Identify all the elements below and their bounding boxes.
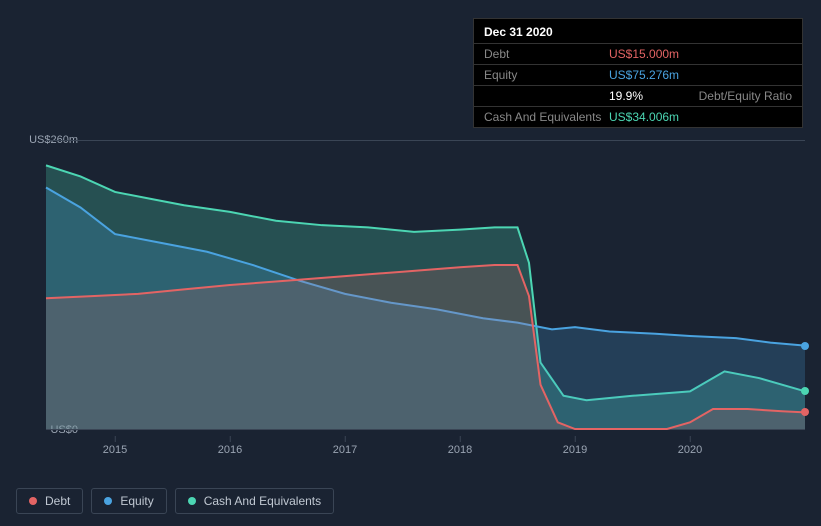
tooltip-value: 19.9% [609, 89, 693, 103]
chart-plot[interactable] [46, 140, 805, 430]
x-axis-tick: 2018 [448, 444, 472, 456]
x-axis-tick: 2017 [333, 444, 357, 456]
legend-label: Debt [45, 494, 70, 508]
tooltip-row: DebtUS$15.000m [474, 43, 802, 64]
x-axis-tick: 2015 [103, 444, 127, 456]
series-end-marker [801, 408, 809, 416]
legend-swatch [29, 497, 37, 505]
tooltip-date: Dec 31 2020 [474, 25, 802, 43]
tooltip-value: US$15.000m [609, 47, 792, 61]
series-end-marker [801, 387, 809, 395]
chart-legend: Debt Equity Cash And Equivalents [16, 488, 334, 514]
tooltip-row: Cash And EquivalentsUS$34.006m [474, 106, 802, 127]
x-axis-tick: 2019 [563, 444, 587, 456]
chart-area: US$260mUS$0 201520162017201820192020 [16, 118, 805, 468]
x-axis: 2015 2016 2017 2018 2019 2020 [46, 436, 805, 466]
legend-label: Cash And Equivalents [204, 494, 321, 508]
tooltip-rows: DebtUS$15.000mEquityUS$75.276m19.9%Debt/… [474, 43, 802, 127]
tooltip-label: Debt [484, 47, 609, 61]
tooltip-value: US$34.006m [609, 110, 792, 124]
x-axis-tick: 2016 [218, 444, 242, 456]
legend-swatch [104, 497, 112, 505]
legend-item[interactable]: Debt [16, 488, 83, 514]
x-axis-tick: 2020 [678, 444, 702, 456]
legend-item[interactable]: Cash And Equivalents [175, 488, 334, 514]
tooltip-row: 19.9% Debt/Equity Ratio [474, 85, 802, 106]
series-end-marker [801, 342, 809, 350]
chart-tooltip: Dec 31 2020 DebtUS$15.000mEquityUS$75.27… [473, 18, 803, 128]
tooltip-label: Cash And Equivalents [484, 110, 609, 124]
tooltip-value: US$75.276m [609, 68, 792, 82]
legend-item[interactable]: Equity [91, 488, 166, 514]
tooltip-label: Equity [484, 68, 609, 82]
tooltip-extra: Debt/Equity Ratio [699, 89, 792, 103]
legend-label: Equity [120, 494, 153, 508]
tooltip-row: EquityUS$75.276m [474, 64, 802, 85]
legend-swatch [188, 497, 196, 505]
